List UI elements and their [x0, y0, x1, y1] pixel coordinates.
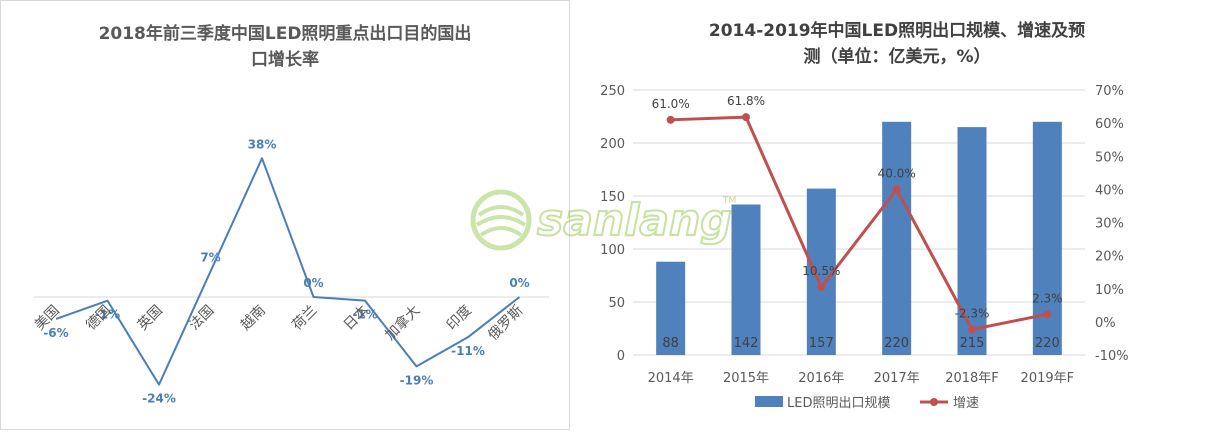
right-growth-label: 61.0%	[652, 97, 690, 111]
right-right-axis-tick: 40%	[1095, 183, 1124, 198]
right-right-axis-tick: 70%	[1095, 84, 1124, 99]
right-left-axis-tick: 50	[608, 296, 625, 311]
left-growth-line	[55, 157, 521, 386]
right-bar-value-label: 220	[1035, 336, 1060, 351]
right-export-bar	[882, 121, 912, 355]
left-data-label: -11%	[451, 344, 485, 358]
left-data-label: 0%	[303, 276, 323, 290]
left-category-label: 法国	[186, 303, 217, 334]
left-data-label: 38%	[248, 137, 277, 151]
right-chart-title-line-2: 测（单位：亿美元，%）	[803, 47, 991, 67]
left-category-label: 越南	[238, 303, 269, 334]
left-category-label: 印度	[444, 303, 475, 334]
right-growth-marker	[742, 113, 750, 122]
left-category-label: 荷兰	[289, 303, 320, 334]
left-data-label: -1%	[352, 308, 377, 322]
right-export-bar	[656, 261, 686, 355]
legend-bar-swatch	[755, 396, 783, 407]
right-chart-title-line-1: 2014-2019年中国LED照明出口规模、增速及预	[708, 21, 1086, 41]
right-category-label: 2017年	[874, 371, 920, 386]
right-left-axis-tick: 250	[600, 84, 625, 99]
right-category-label: 2018年F	[945, 371, 999, 386]
right-bar-value-label: 215	[960, 336, 985, 351]
right-bar-value-label: 88	[662, 336, 679, 351]
right-growth-line	[670, 115, 1048, 331]
right-growth-label: 40.0%	[878, 166, 916, 180]
right-export-bar	[731, 204, 761, 355]
right-growth-label: 2.3%	[1032, 291, 1063, 305]
left-data-label: 0%	[509, 276, 529, 290]
legend-bar-label: LED照明出口规模	[787, 396, 890, 411]
left-chart-title-line-2: 口增长率	[251, 50, 319, 70]
right-left-axis-tick: 100	[600, 243, 625, 258]
right-right-axis-tick: 30%	[1095, 217, 1124, 232]
left-data-label: -6%	[43, 326, 68, 340]
left-data-label: 7%	[200, 250, 220, 264]
right-bar-value-label: 142	[734, 336, 759, 351]
right-chart-legend: LED照明出口规模 增速	[755, 396, 979, 411]
legend-line-label: 增速	[953, 396, 979, 411]
right-combo-chart: 0 50 100 150 200 250 -10% 0% 10% 20% 30% 40% 50% 60% 7…	[600, 84, 1129, 411]
right-export-bar	[957, 127, 987, 355]
left-chart-panel: 2018年前三季度中国LED照明重点出口目的国出 口增长率 -6% 美国 -1% 德国…	[0, 0, 570, 430]
left-chart-title: 2018年前三季度中国LED照明重点出口目的国出 口增长率	[61, 21, 509, 73]
right-chart-title: 2014-2019年中国LED照明出口规模、增速及预 测（单位：亿美元，%）	[625, 18, 1169, 70]
left-data-label: -24%	[142, 392, 176, 406]
right-export-bar	[806, 188, 836, 355]
right-growth-marker	[1043, 310, 1052, 319]
right-category-label: 2016年	[798, 371, 844, 386]
right-growth-label: 10.5%	[802, 264, 840, 278]
left-data-label: -19%	[400, 373, 434, 387]
right-right-axis-tick: 0%	[1095, 316, 1116, 331]
right-right-axis-tick: 20%	[1095, 250, 1124, 265]
right-right-axis-tick: 10%	[1095, 283, 1124, 298]
right-growth-marker	[817, 283, 826, 292]
left-data-label: -1%	[95, 308, 120, 322]
right-right-axis-tick: 50%	[1095, 150, 1124, 165]
right-left-axis-tick: 150	[600, 190, 625, 205]
right-chart-panel: 2014-2019年中国LED照明出口规模、增速及预 测（单位：亿美元，%） 0…	[585, 0, 1209, 438]
right-growth-marker	[892, 185, 901, 194]
left-category-label: 加拿大	[382, 302, 424, 344]
right-right-axis-tick: -10%	[1095, 349, 1129, 364]
right-growth-marker	[666, 115, 675, 124]
right-bar-value-label: 220	[884, 336, 909, 351]
right-growth-label: -2.3%	[955, 306, 990, 320]
right-growth-label: 61.8%	[727, 94, 765, 108]
right-category-label: 2014年	[648, 371, 694, 386]
right-left-axis-tick: 200	[600, 137, 625, 152]
left-category-label: 英国	[134, 302, 166, 334]
right-bar-value-label: 157	[809, 336, 834, 351]
right-right-axis-tick: 60%	[1095, 117, 1124, 132]
left-chart-title-line-1: 2018年前三季度中国LED照明重点出口目的国出	[98, 24, 472, 44]
right-category-label: 2019年F	[1021, 371, 1075, 386]
right-export-bar	[1032, 121, 1062, 355]
right-left-axis-tick: 0	[617, 349, 625, 364]
legend-line-marker	[930, 398, 938, 406]
right-category-label: 2015年	[723, 371, 769, 386]
right-growth-marker	[968, 325, 976, 334]
